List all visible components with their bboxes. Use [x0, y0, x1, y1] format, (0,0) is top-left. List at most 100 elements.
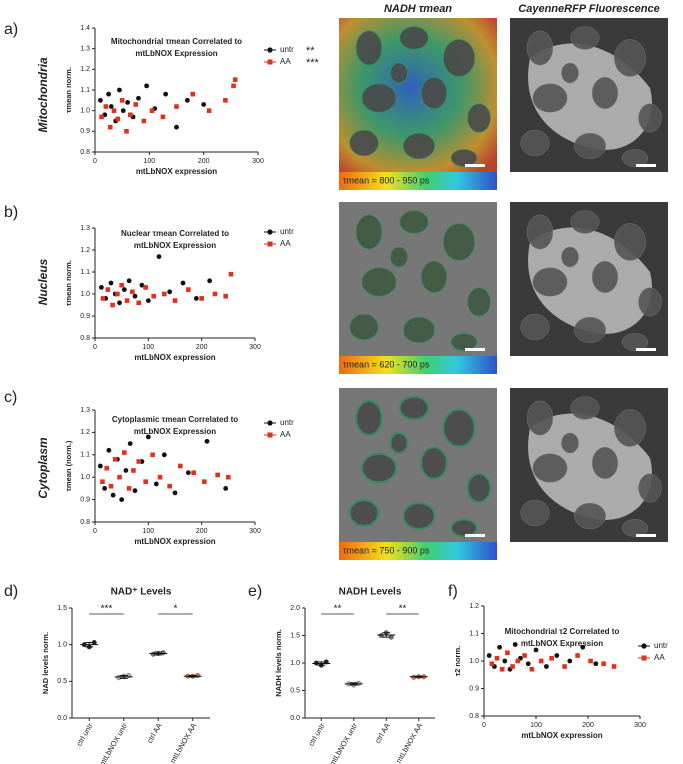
data-point: [119, 282, 124, 288]
data-point: [226, 474, 231, 480]
cell: [574, 502, 606, 530]
chart-title: mtLbNOX Expression: [135, 49, 217, 58]
legend-label: AA: [280, 57, 291, 66]
chart-title: NADH Levels: [339, 587, 402, 598]
cell: [520, 313, 550, 341]
data-point: [157, 474, 163, 480]
significance-label: **: [399, 604, 407, 615]
legend-marker: [641, 643, 647, 649]
y-tick-label: 1.0: [80, 108, 90, 115]
legend-label: untr: [280, 45, 294, 54]
data-point: [117, 87, 122, 93]
data-point: [108, 483, 114, 489]
cell: [570, 26, 600, 50]
cell: [526, 30, 554, 66]
panel-label: d): [4, 583, 18, 600]
y-tick-label: 1.2: [80, 429, 90, 436]
data-point: [160, 650, 166, 656]
cell: [467, 103, 491, 133]
legend-marker: [641, 655, 647, 661]
cell: [591, 261, 619, 293]
chart-title: mtLbNOX Expression: [134, 427, 216, 436]
micrograph: τmean = 800 - 950 ps: [339, 18, 497, 190]
data-point: [124, 298, 130, 303]
x-tick-label: mtLbNOX untr: [97, 721, 129, 764]
data-point: [162, 291, 167, 297]
scale-bar: [465, 164, 485, 167]
x-axis-label: mtLbNOX expression: [136, 167, 217, 176]
y-tick-label: 1.1: [469, 630, 479, 637]
x-tick-label: 0: [93, 528, 97, 535]
y-tick-label: 0.9: [80, 496, 90, 503]
cell: [402, 132, 436, 160]
legend-label: untr: [280, 418, 294, 427]
data-point: [99, 114, 104, 120]
y-tick-label: 0.8: [80, 335, 90, 342]
data-point: [497, 644, 502, 650]
cell: [420, 446, 448, 480]
data-point: [133, 102, 139, 107]
cell: [638, 103, 662, 133]
data-point: [567, 658, 573, 664]
legend-label: untr: [654, 641, 668, 650]
cell: [355, 30, 383, 66]
x-tick-label: 100: [142, 344, 154, 351]
cell: [360, 452, 398, 484]
y-tick-label: 0.0: [57, 715, 67, 722]
cell: [466, 472, 492, 504]
data-point: [522, 653, 527, 658]
y-tick-label: 0.9: [80, 313, 90, 320]
data-point: [313, 660, 319, 666]
y-tick-label: 0.8: [80, 519, 90, 526]
cell: [355, 399, 383, 437]
panel-label: b): [4, 204, 18, 221]
x-tick-label: mtLbNOX AA: [168, 721, 198, 764]
x-tick-label: ctrl AA: [145, 721, 164, 744]
data-point: [160, 114, 166, 120]
colorbar: [339, 542, 497, 560]
data-point: [163, 91, 169, 97]
panel-label: e): [248, 583, 262, 600]
cell: [467, 287, 491, 317]
data-point: [544, 664, 549, 669]
x-tick-label: 100: [142, 528, 154, 535]
legend-marker: [267, 241, 273, 247]
cell: [614, 39, 646, 77]
cell: [450, 333, 478, 351]
y-tick-label: 1.5: [57, 605, 67, 612]
scale-bar: [465, 534, 485, 537]
cell: [399, 210, 429, 234]
data-point: [502, 658, 508, 664]
data-point: [161, 452, 167, 458]
cell: [442, 408, 476, 448]
row-label: Mitochondria: [36, 57, 50, 133]
data-point: [611, 664, 617, 669]
y-axis-label: τmean (norm.): [64, 440, 73, 491]
micrograph: [510, 202, 668, 356]
x-axis-label: mtLbNOX expression: [134, 537, 215, 546]
cell: [361, 83, 397, 113]
cell: [561, 246, 579, 268]
legend-label: AA: [654, 653, 665, 662]
y-tick-label: 1.5: [290, 632, 300, 639]
significance-label: *: [174, 604, 178, 615]
data-point: [486, 653, 492, 658]
panel-label: a): [4, 21, 18, 38]
y-tick-label: 1.0: [57, 642, 67, 649]
significance-label: ***: [101, 604, 113, 615]
cell: [621, 519, 649, 537]
data-point: [172, 490, 178, 496]
data-point: [110, 492, 116, 498]
x-tick-label: 0: [93, 344, 97, 351]
x-tick-label: 200: [582, 722, 594, 729]
data-point: [107, 124, 113, 130]
cell: [420, 76, 448, 110]
cell: [399, 26, 429, 50]
legend-marker: [267, 59, 273, 65]
scale-bar: [636, 164, 656, 167]
row-label: Nucleus: [36, 258, 50, 305]
data-point: [228, 271, 234, 277]
data-point: [204, 438, 210, 444]
data-point: [150, 651, 156, 657]
cell: [442, 39, 476, 77]
